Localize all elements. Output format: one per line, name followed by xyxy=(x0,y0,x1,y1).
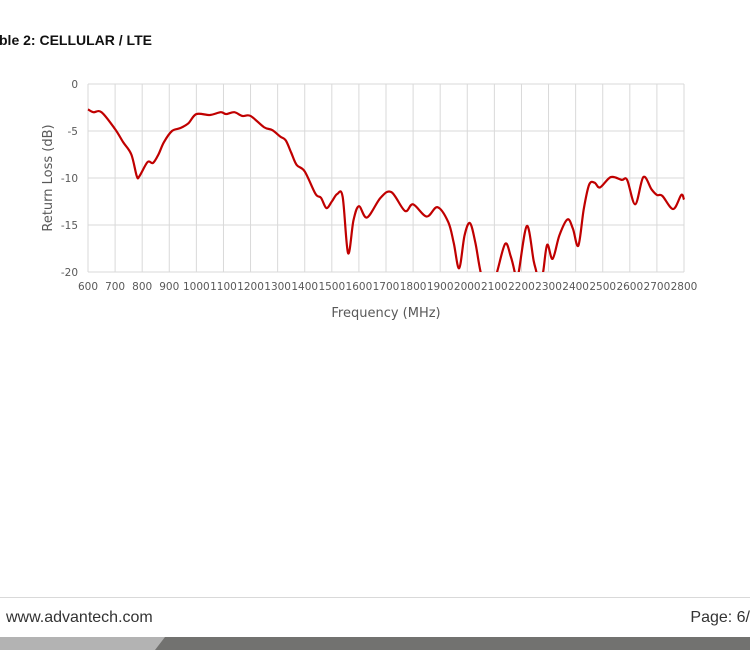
x-tick-label: 2100 xyxy=(481,281,508,293)
footer-divider xyxy=(0,597,750,598)
x-tick-label: 2400 xyxy=(562,281,589,293)
footer-url: www.advantech.com xyxy=(6,609,153,626)
x-tick-label: 900 xyxy=(159,281,179,293)
x-tick-label: 1500 xyxy=(318,281,345,293)
x-tick-label: 1100 xyxy=(210,281,237,293)
x-tick-label: 2200 xyxy=(508,281,535,293)
y-tick-label: -15 xyxy=(61,220,78,232)
x-tick-label: 2000 xyxy=(454,281,481,293)
x-tick-label: 1800 xyxy=(400,281,427,293)
x-tick-label: 800 xyxy=(132,281,152,293)
series-line xyxy=(87,108,686,272)
section-heading: ble 2: CELLULAR / LTE xyxy=(0,32,152,48)
footer-page-number: Page: 6/ xyxy=(690,609,750,626)
x-tick-label: 1600 xyxy=(346,281,373,293)
return-loss-chart: 600 700 800 900 1000 1100 1200 1300 1400 1500 1600… xyxy=(41,79,698,321)
y-tick-label: -10 xyxy=(61,173,78,185)
y-tick-label: -20 xyxy=(61,267,78,279)
y-tick-label: 0 xyxy=(71,79,78,91)
x-tick-label: 1900 xyxy=(427,281,454,293)
x-tick-label: 1000 xyxy=(183,281,210,293)
x-tick-label: 700 xyxy=(105,281,125,293)
x-tick-label: 2600 xyxy=(616,281,643,293)
y-tick-label: -5 xyxy=(68,126,78,138)
x-axis-label: Frequency (MHz) xyxy=(331,306,440,321)
x-tick-label: 1300 xyxy=(264,281,291,293)
x-tick-label: 1200 xyxy=(237,281,264,293)
x-tick-label: 2800 xyxy=(671,281,698,293)
y-axis-label: Return Loss (dB) xyxy=(41,124,56,231)
x-tick-label: 2500 xyxy=(589,281,616,293)
x-tick-label: 1400 xyxy=(291,281,318,293)
x-tick-label: 600 xyxy=(78,281,98,293)
footer-bar-dark xyxy=(155,637,750,650)
x-tick-label: 2700 xyxy=(644,281,671,293)
x-tick-label: 2300 xyxy=(535,281,562,293)
x-tick-label: 1700 xyxy=(373,281,400,293)
